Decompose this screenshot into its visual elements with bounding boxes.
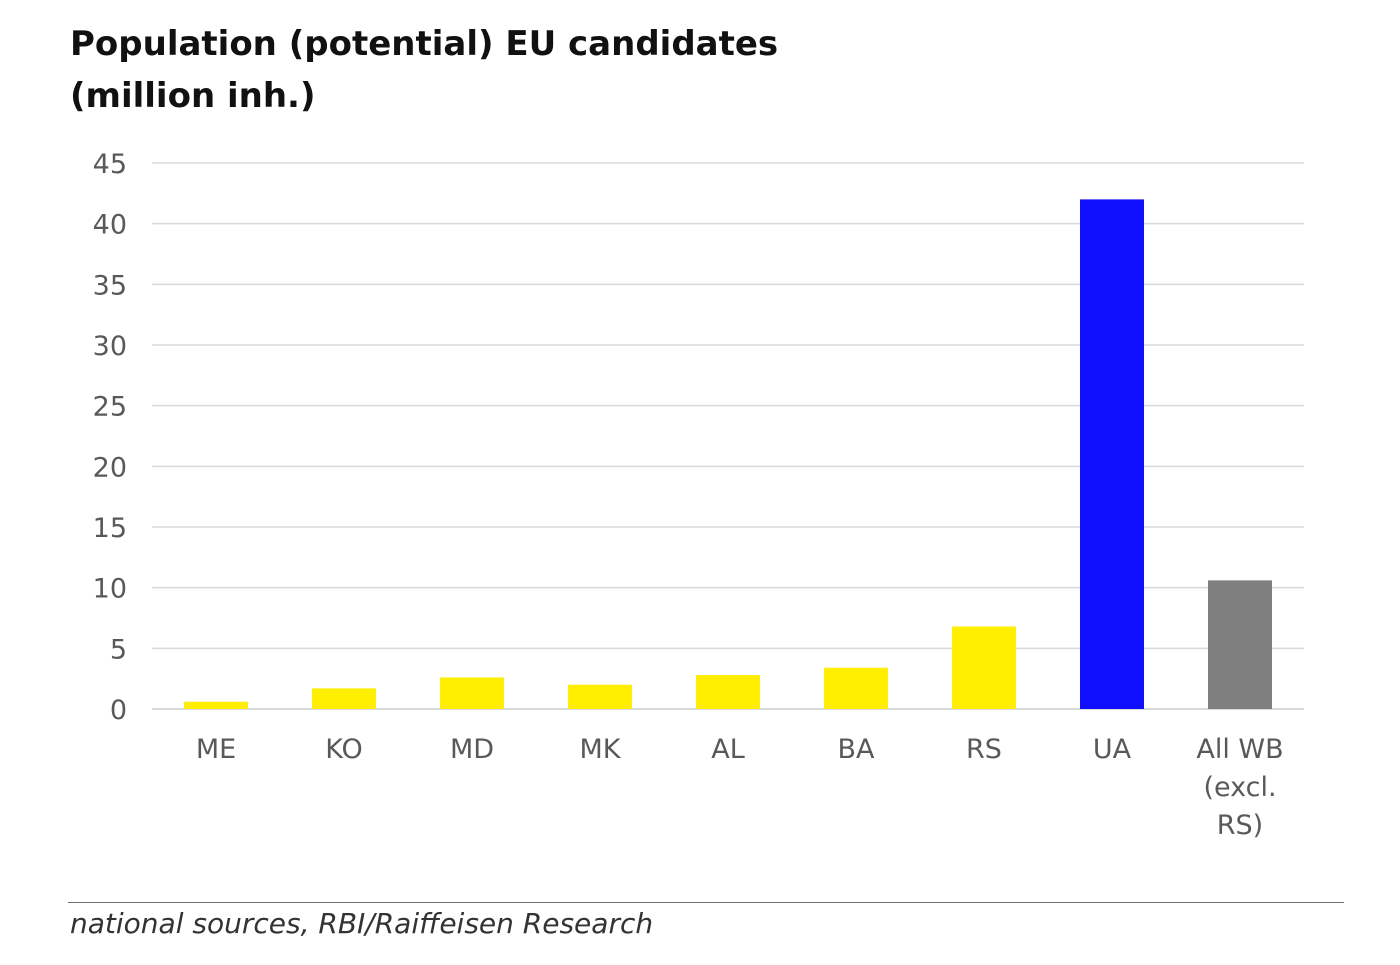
bars [184,199,1272,709]
x-category-label-line: AL [711,734,745,765]
bar-mk [568,684,632,709]
y-axis-tick-labels: 0 5 10 15 20 25 30 35 40 45 [93,149,127,726]
chart-title-line-1: Population (potential) EU candidates [70,24,779,64]
chart-title: Population (potential) EU candidates (mi… [70,18,970,122]
y-tick-label: 20 [93,452,127,483]
x-category-label: AL [711,734,745,765]
bar-rs [952,626,1016,709]
y-tick-label: 5 [110,634,127,665]
bar-ba [824,667,888,709]
y-tick-label: 35 [93,270,127,301]
y-tick-label: 15 [93,513,127,544]
y-tick-label: 30 [93,331,127,362]
y-tick-label: 25 [93,392,127,423]
x-axis-category-labels: ME KO MD MK AL BA RS UA All WB (excl. RS) [196,734,1284,841]
x-category-label: MD [450,734,494,765]
y-tick-label: 45 [93,149,127,180]
x-category-label: All WB (excl. RS) [1196,734,1283,841]
bar-all-wb-excl-rs [1208,580,1272,709]
bar-me [184,701,248,709]
x-category-label-line: (excl. [1203,772,1276,803]
bar-chart: 0 5 10 15 20 25 30 35 40 45 ME KO MD MK AL BA RS UA All W… [93,149,1304,841]
y-tick-label: 40 [93,210,127,241]
x-category-label-line: UA [1093,734,1132,765]
x-category-label: RS [966,734,1002,765]
x-category-label: BA [838,734,876,765]
x-category-label-line: MK [579,734,621,765]
bar-ua [1080,199,1144,709]
chart-title-line-2: (million inh.) [70,76,316,116]
x-category-label-line: All WB [1196,734,1283,765]
bar-ko [312,688,376,709]
x-category-label-line: ME [196,734,236,765]
x-category-label: UA [1093,734,1132,765]
x-category-label-line: RS [966,734,1002,765]
bar-al [696,675,760,709]
x-category-label: ME [196,734,236,765]
footer-divider [68,902,1344,903]
x-category-label: MK [579,734,621,765]
x-category-label-line: BA [838,734,876,765]
y-tick-label: 10 [93,574,127,605]
x-category-label-line: RS) [1217,810,1263,841]
source-note: national sources, RBI/Raiffeisen Researc… [70,907,654,940]
y-tick-label: 0 [110,695,127,726]
x-category-label: KO [325,734,362,765]
x-category-label-line: MD [450,734,494,765]
bar-md [440,677,504,709]
x-category-label-line: KO [325,734,362,765]
